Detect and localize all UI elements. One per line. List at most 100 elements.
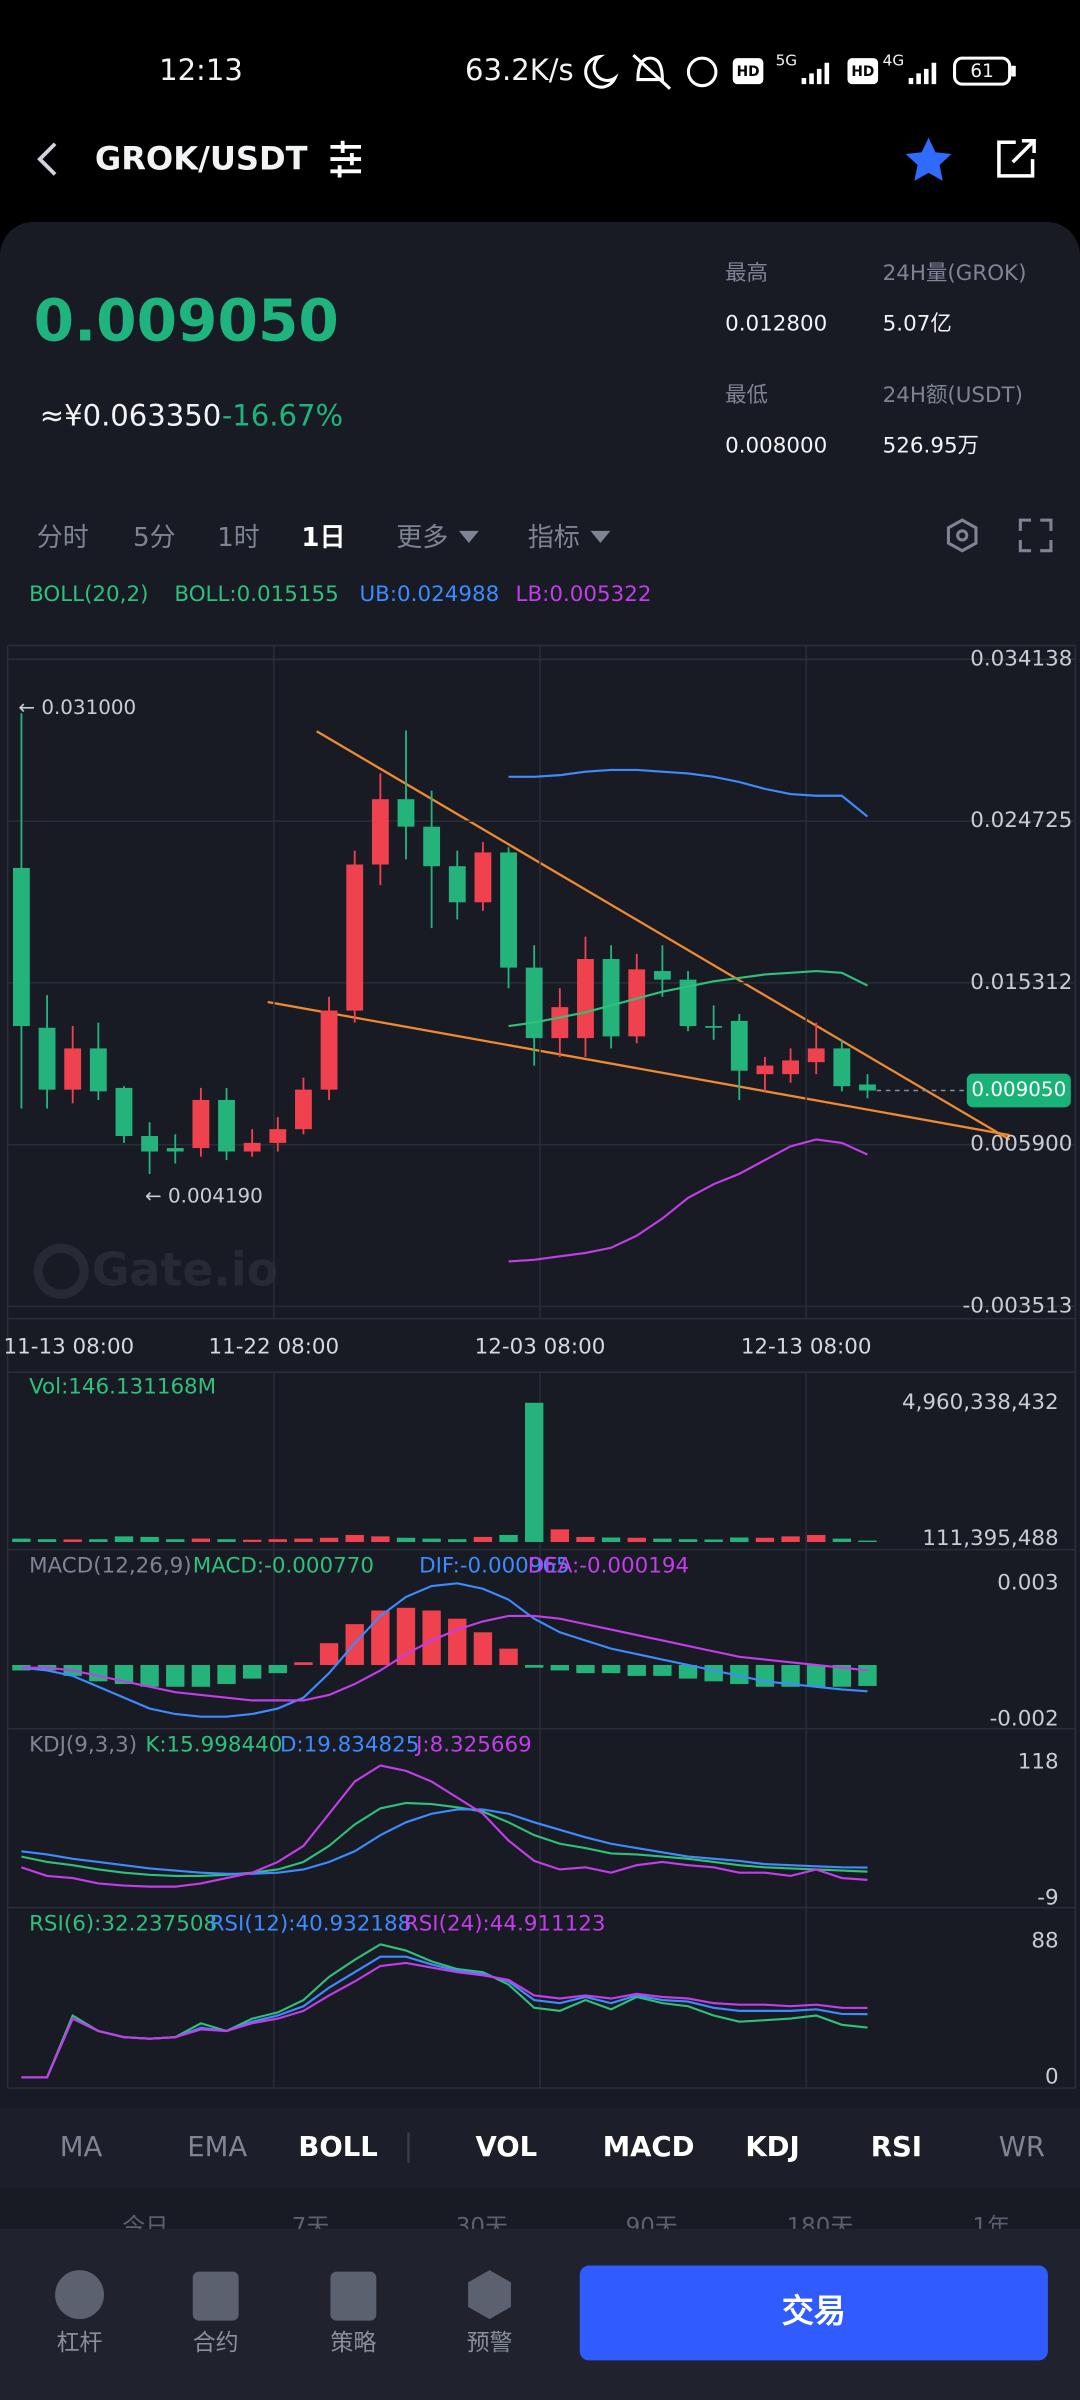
nav-label[interactable]: 合约 [193, 2330, 239, 2356]
indicator-line [21, 1961, 868, 2079]
nav-icon [192, 2271, 239, 2321]
cny-price: ≈¥0.063350 [40, 399, 221, 433]
interval-tab[interactable]: 分时 [37, 523, 89, 553]
y-tick-label: 0.034138 [970, 646, 1072, 671]
indicator-line [21, 1582, 868, 1718]
candle-body [141, 1136, 159, 1152]
candle-body [38, 1027, 56, 1090]
interval-tab[interactable]: 5分 [133, 523, 176, 553]
nav-icon [330, 2271, 377, 2321]
status-speed: 63.2K/s [465, 53, 574, 87]
candle-body [705, 1026, 723, 1028]
volume-bar [473, 1536, 493, 1542]
y-tick-label: 0.024725 [970, 808, 1072, 833]
trend-line [267, 1000, 1010, 1137]
indicator-tab[interactable]: RSI [871, 2131, 922, 2163]
x-tick-label: 11-13 08:00 [3, 1335, 134, 1360]
candle-body [628, 969, 646, 1037]
macd-bar [499, 1648, 518, 1665]
candle-body [115, 1087, 133, 1137]
volume-bar [678, 1539, 698, 1542]
nav-label[interactable]: 策略 [330, 2330, 376, 2356]
macd-bar [242, 1664, 262, 1679]
indicator-tab[interactable]: BOLL [298, 2131, 377, 2163]
price-annotation: ← 0.004190 [145, 1184, 263, 1207]
y-tick-label: 0.005900 [970, 1132, 1072, 1157]
interval-tab[interactable]: 1时 [217, 523, 260, 553]
panel-frame [6, 644, 1077, 2089]
volume-bar [576, 1536, 595, 1542]
signal-icon [801, 62, 830, 85]
macd-bar [140, 1664, 159, 1687]
candle-body [192, 1099, 210, 1149]
nav-label[interactable]: 预警 [467, 2330, 513, 2356]
price-annotation: ← 0.031000 [18, 696, 136, 719]
macd-bar [704, 1664, 723, 1682]
settings-icon[interactable] [946, 518, 978, 553]
y-tick-label: -0.002 [990, 1706, 1059, 1731]
nav-icons [55, 2270, 511, 2321]
volume-bar [242, 1539, 262, 1542]
indicator-tab[interactable]: MACD [603, 2131, 695, 2163]
favorite-star[interactable] [905, 137, 952, 181]
status-time: 12:13 [159, 53, 243, 87]
nav-label[interactable]: 杠杆 [57, 2330, 103, 2356]
macd-bar [781, 1664, 800, 1687]
macd-bar [601, 1664, 621, 1674]
candle-body [807, 1048, 825, 1063]
stat-value: 0.008000 [725, 434, 827, 459]
share-button[interactable] [997, 138, 1036, 178]
indicator-line [21, 1764, 868, 1888]
trade-button-label[interactable]: 交易 [782, 2292, 846, 2330]
interval-tab[interactable]: 更多 [396, 523, 448, 553]
trade-button[interactable] [579, 2265, 1048, 2361]
legend-entry: MACD:-0.000770 [193, 1553, 374, 1578]
volume-bar [217, 1539, 236, 1542]
macd-bar [576, 1664, 595, 1674]
volume-bar [704, 1539, 723, 1542]
battery-icon [953, 56, 1012, 86]
indicator-tab[interactable]: MA [60, 2131, 103, 2163]
indicator-tab[interactable]: VOL [475, 2131, 537, 2163]
indicator-tab[interactable]: KDJ [745, 2131, 799, 2163]
indicator-line [508, 768, 869, 818]
last-price: 0.009050 [34, 286, 339, 354]
interval-tab[interactable]: 指标 [528, 523, 580, 553]
macd-bar [807, 1664, 826, 1687]
legend-entry: UB:0.024988 [359, 582, 499, 607]
macd-bar [730, 1664, 749, 1685]
candle-body [269, 1129, 287, 1143]
pair-menu[interactable] [330, 140, 362, 178]
mute-icon [632, 53, 672, 90]
volume-bar [858, 1540, 877, 1542]
back-button[interactable] [37, 142, 57, 176]
stat-label: 最高 [725, 261, 768, 286]
macd-bar [755, 1664, 775, 1687]
indicator-tab[interactable]: WR [999, 2131, 1045, 2163]
moon-icon [584, 54, 619, 89]
fullscreen-icon[interactable] [1018, 518, 1053, 553]
stat-label: 24H额(USDT) [883, 383, 1023, 408]
macd-bar [550, 1664, 570, 1671]
volume-bar [371, 1536, 390, 1542]
volume-bar [268, 1539, 287, 1542]
macd-bar [678, 1664, 698, 1679]
indicator-tab[interactable]: EMA [187, 2131, 247, 2163]
x-tick-label: 12-03 08:00 [475, 1335, 606, 1360]
legend-entry: DIF:-0.000965 [419, 1553, 570, 1578]
x-tick-label: 12-13 08:00 [741, 1335, 872, 1360]
macd-bar [858, 1664, 877, 1686]
macd-bar [525, 1664, 544, 1668]
macd-bar [268, 1664, 287, 1674]
indicator-line [508, 969, 868, 1028]
volume-bar [89, 1539, 108, 1542]
y-tick-label: 0.003 [997, 1570, 1058, 1595]
candle-body [295, 1089, 312, 1130]
volume-bar [525, 1402, 544, 1542]
candle-body [320, 1010, 338, 1090]
macd-bar [832, 1664, 852, 1687]
interval-tab[interactable]: 1日 [301, 523, 345, 553]
volume-bar [499, 1534, 518, 1542]
